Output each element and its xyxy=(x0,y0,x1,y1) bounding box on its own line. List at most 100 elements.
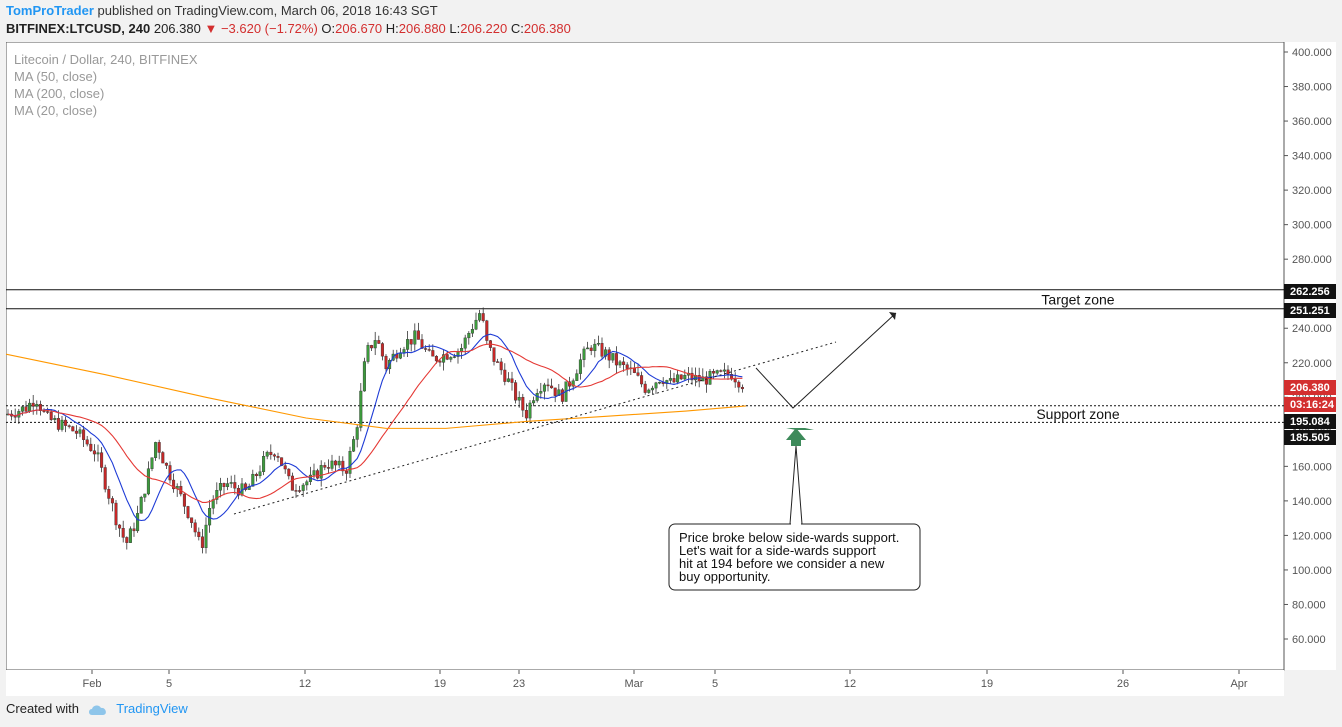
candle-body xyxy=(121,528,125,538)
price-level-label: 195.084 xyxy=(1290,416,1331,428)
price-axis[interactable] xyxy=(1284,42,1336,670)
candle-body xyxy=(370,345,374,349)
candle-body xyxy=(384,355,388,370)
candle-body xyxy=(366,345,370,362)
candle-body xyxy=(593,343,597,351)
price-chart[interactable]: 400.000 380.000 360.000 340.000 320.000 300.0… xyxy=(6,42,1336,698)
candle-body xyxy=(74,430,78,434)
ma200-line[interactable] xyxy=(6,353,747,429)
candle-body xyxy=(100,452,104,468)
candle-body xyxy=(46,411,50,413)
candle-body xyxy=(733,379,737,383)
price-level-tag[interactable] xyxy=(1284,397,1336,412)
candle-body xyxy=(643,383,647,393)
x-tick-label: 19 xyxy=(434,678,446,690)
candle-body xyxy=(409,339,413,345)
candle-body xyxy=(578,359,582,374)
publish-text: published on TradingView.com, March 06, … xyxy=(97,3,438,18)
candle-body xyxy=(143,493,147,498)
candle-body xyxy=(53,418,57,420)
price-level-tag[interactable] xyxy=(1284,284,1336,299)
publish-info: TomProTrader published on TradingView.co… xyxy=(6,3,438,18)
candle-body xyxy=(114,502,118,526)
time-axis[interactable] xyxy=(6,670,1284,696)
candle-body xyxy=(193,522,197,533)
candle-body xyxy=(20,406,24,412)
y-tick-label: 360.000 xyxy=(1292,116,1332,128)
candle-body xyxy=(269,451,273,455)
candle-body xyxy=(157,442,161,453)
candle-body xyxy=(560,389,564,402)
y-tick-label: 220.000 xyxy=(1292,358,1332,370)
candle-body xyxy=(348,451,352,474)
candle-body xyxy=(298,490,302,492)
candle-body xyxy=(362,361,366,392)
annotation-text: Price broke below side-wards support. Le… xyxy=(679,530,903,584)
price-level-label: 206.380 xyxy=(1290,382,1330,394)
x-tick-label: 12 xyxy=(299,678,311,690)
legend-ma200[interactable]: MA (200, close) xyxy=(14,86,104,101)
candle-body xyxy=(132,528,136,532)
tradingview-cloud-icon xyxy=(88,705,106,715)
candle-body xyxy=(532,400,536,404)
candle-body xyxy=(82,429,86,440)
open-value: 206.670 xyxy=(335,21,383,36)
candle-body xyxy=(92,450,96,455)
price-level-tag[interactable] xyxy=(1284,303,1336,318)
candle-body xyxy=(172,479,176,490)
x-tick-label: Feb xyxy=(83,678,102,690)
candle-body xyxy=(377,340,381,344)
footer: Created with TradingView xyxy=(6,701,188,717)
candle-body xyxy=(485,320,489,341)
tradingview-brand[interactable]: TradingView xyxy=(116,701,188,716)
plot-area[interactable] xyxy=(6,42,1285,671)
candle-body xyxy=(49,411,53,420)
zone-label: Target zone xyxy=(1041,291,1114,307)
candle-body xyxy=(89,443,93,451)
candle-body xyxy=(96,452,100,455)
candle-body xyxy=(215,490,219,500)
low-value: 206.220 xyxy=(460,21,508,36)
price-level-tag[interactable] xyxy=(1284,380,1336,395)
candle-body xyxy=(251,473,255,487)
price-level-label: 262.256 xyxy=(1290,286,1330,298)
x-tick-label: 26 xyxy=(1117,678,1129,690)
candle-body xyxy=(679,374,683,380)
projection-arrowhead xyxy=(889,312,896,320)
candle-body xyxy=(712,371,716,374)
ma20-line[interactable] xyxy=(7,333,743,522)
candle-body xyxy=(294,490,298,492)
x-tick-label: 12 xyxy=(844,678,856,690)
projection-path[interactable] xyxy=(755,312,897,409)
y-tick-label: 400.000 xyxy=(1292,47,1332,59)
candle-body xyxy=(258,471,262,477)
candle-body xyxy=(668,378,672,381)
candle-body xyxy=(514,382,518,401)
candle-body xyxy=(517,397,521,401)
legend-ma50[interactable]: MA (50, close) xyxy=(14,69,97,84)
ma50-line[interactable] xyxy=(7,343,743,503)
candle-body xyxy=(715,370,719,374)
candle-body xyxy=(290,475,294,491)
y-tick-label: 300.000 xyxy=(1292,220,1332,232)
trendline[interactable] xyxy=(233,341,837,515)
candle-body xyxy=(406,339,410,350)
candle-body xyxy=(452,356,456,358)
y-tick-label: 280.000 xyxy=(1292,254,1332,266)
author-link[interactable]: TomProTrader xyxy=(6,3,94,18)
candle-body xyxy=(546,384,550,387)
candle-body xyxy=(553,387,557,396)
price-level-tag[interactable] xyxy=(1284,430,1336,445)
candle-body xyxy=(704,376,708,385)
low-label: L: xyxy=(449,21,461,36)
candle-body xyxy=(676,374,680,383)
price-level-tag[interactable] xyxy=(1284,414,1336,429)
candle-body xyxy=(244,483,248,490)
legend-ma20[interactable]: MA (20, close) xyxy=(14,103,97,118)
candle-body xyxy=(67,425,71,427)
candle-body xyxy=(690,372,694,381)
candle-body xyxy=(316,470,320,479)
x-tick-label: 23 xyxy=(513,678,525,690)
x-tick-label: 5 xyxy=(166,678,172,690)
candle-body xyxy=(398,352,402,359)
